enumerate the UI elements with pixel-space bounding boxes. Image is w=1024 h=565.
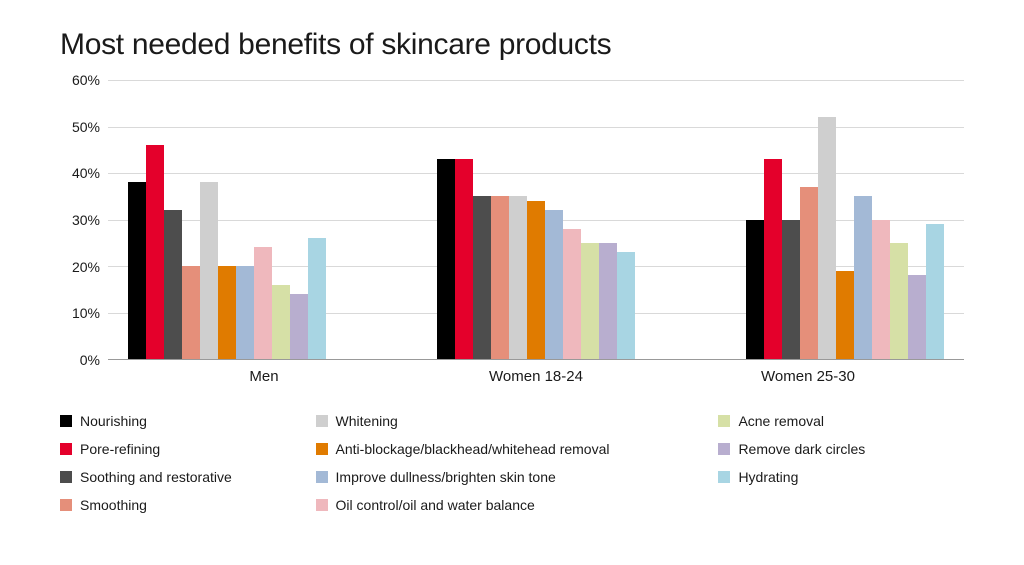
legend-swatch bbox=[60, 415, 72, 427]
legend-swatch bbox=[60, 499, 72, 511]
legend-item-oil_control: Oil control/oil and water balance bbox=[316, 497, 709, 513]
bar-whitening bbox=[200, 182, 218, 359]
chart-area: 0%10%20%30%40%50%60% bbox=[60, 80, 964, 360]
bar-group bbox=[437, 80, 635, 359]
bar-pore_refining bbox=[146, 145, 164, 359]
y-tick-label: 10% bbox=[72, 305, 100, 321]
bar-improve_dullness bbox=[854, 196, 872, 359]
bar-smoothing bbox=[800, 187, 818, 359]
legend-label: Remove dark circles bbox=[738, 441, 865, 457]
legend-label: Smoothing bbox=[80, 497, 147, 513]
legend-label: Improve dullness/brighten skin tone bbox=[336, 469, 556, 485]
bar-anti_blockage bbox=[527, 201, 545, 359]
legend-item-anti_blockage: Anti-blockage/blackhead/whitehead remova… bbox=[316, 441, 709, 457]
chart-plot bbox=[108, 80, 964, 360]
legend-swatch bbox=[316, 499, 328, 511]
y-tick-label: 20% bbox=[72, 259, 100, 275]
legend-swatch bbox=[60, 471, 72, 483]
bar-whitening bbox=[509, 196, 527, 359]
bar-anti_blockage bbox=[836, 271, 854, 359]
x-tick-label: Women 25-30 bbox=[672, 368, 944, 385]
bar-hydrating bbox=[308, 238, 326, 359]
y-tick-label: 50% bbox=[72, 119, 100, 135]
legend-item-acne_removal: Acne removal bbox=[718, 413, 964, 429]
bar-whitening bbox=[818, 117, 836, 359]
legend-swatch bbox=[718, 443, 730, 455]
bar-pore_refining bbox=[764, 159, 782, 359]
legend-label: Soothing and restorative bbox=[80, 469, 232, 485]
bar-remove_dark_circles bbox=[599, 243, 617, 359]
bar-groups bbox=[108, 80, 964, 359]
bar-hydrating bbox=[617, 252, 635, 359]
legend-label: Oil control/oil and water balance bbox=[336, 497, 535, 513]
legend-label: Hydrating bbox=[738, 469, 798, 485]
bar-remove_dark_circles bbox=[290, 294, 308, 359]
bar-hydrating bbox=[926, 224, 944, 359]
bar-pore_refining bbox=[455, 159, 473, 359]
legend-swatch bbox=[718, 471, 730, 483]
bar-improve_dullness bbox=[236, 266, 254, 359]
x-tick-label: Women 18-24 bbox=[400, 368, 672, 385]
legend-item-remove_dark_circles: Remove dark circles bbox=[718, 441, 964, 457]
bar-smoothing bbox=[182, 266, 200, 359]
y-tick-label: 60% bbox=[72, 72, 100, 88]
y-tick-label: 0% bbox=[80, 352, 100, 368]
legend-swatch bbox=[718, 415, 730, 427]
bar-improve_dullness bbox=[545, 210, 563, 359]
y-tick-label: 40% bbox=[72, 165, 100, 181]
legend-item-empty bbox=[718, 497, 964, 513]
bar-smoothing bbox=[491, 196, 509, 359]
chart-legend: Nourishing Whitening Acne removal Pore-refi… bbox=[60, 413, 964, 513]
bar-oil_control bbox=[563, 229, 581, 359]
legend-item-soothing: Soothing and restorative bbox=[60, 469, 306, 485]
bar-acne_removal bbox=[272, 285, 290, 359]
bar-oil_control bbox=[872, 220, 890, 360]
bar-remove_dark_circles bbox=[908, 275, 926, 359]
legend-item-smoothing: Smoothing bbox=[60, 497, 306, 513]
bar-group bbox=[746, 80, 944, 359]
bar-group bbox=[128, 80, 326, 359]
legend-item-hydrating: Hydrating bbox=[718, 469, 964, 485]
bar-anti_blockage bbox=[218, 266, 236, 359]
legend-swatch bbox=[316, 443, 328, 455]
legend-label: Acne removal bbox=[738, 413, 824, 429]
bar-soothing bbox=[782, 220, 800, 360]
bar-acne_removal bbox=[890, 243, 908, 359]
bar-soothing bbox=[164, 210, 182, 359]
y-axis: 0%10%20%30%40%50%60% bbox=[60, 80, 108, 360]
chart-title: Most needed benefits of skincare product… bbox=[60, 28, 964, 62]
legend-swatch bbox=[316, 471, 328, 483]
y-tick-label: 30% bbox=[72, 212, 100, 228]
legend-label: Nourishing bbox=[80, 413, 147, 429]
bar-nourishing bbox=[437, 159, 455, 359]
x-axis-labels: MenWomen 18-24Women 25-30 bbox=[60, 360, 964, 385]
x-tick-label: Men bbox=[128, 368, 400, 385]
bar-oil_control bbox=[254, 247, 272, 359]
legend-label: Pore-refining bbox=[80, 441, 160, 457]
legend-label: Whitening bbox=[336, 413, 398, 429]
legend-item-pore_refining: Pore-refining bbox=[60, 441, 306, 457]
bar-nourishing bbox=[746, 220, 764, 360]
legend-item-improve_dullness: Improve dullness/brighten skin tone bbox=[316, 469, 709, 485]
bar-acne_removal bbox=[581, 243, 599, 359]
bar-soothing bbox=[473, 196, 491, 359]
legend-swatch bbox=[316, 415, 328, 427]
legend-item-whitening: Whitening bbox=[316, 413, 709, 429]
legend-label: Anti-blockage/blackhead/whitehead remova… bbox=[336, 441, 610, 457]
bar-nourishing bbox=[128, 182, 146, 359]
legend-swatch bbox=[60, 443, 72, 455]
legend-item-nourishing: Nourishing bbox=[60, 413, 306, 429]
